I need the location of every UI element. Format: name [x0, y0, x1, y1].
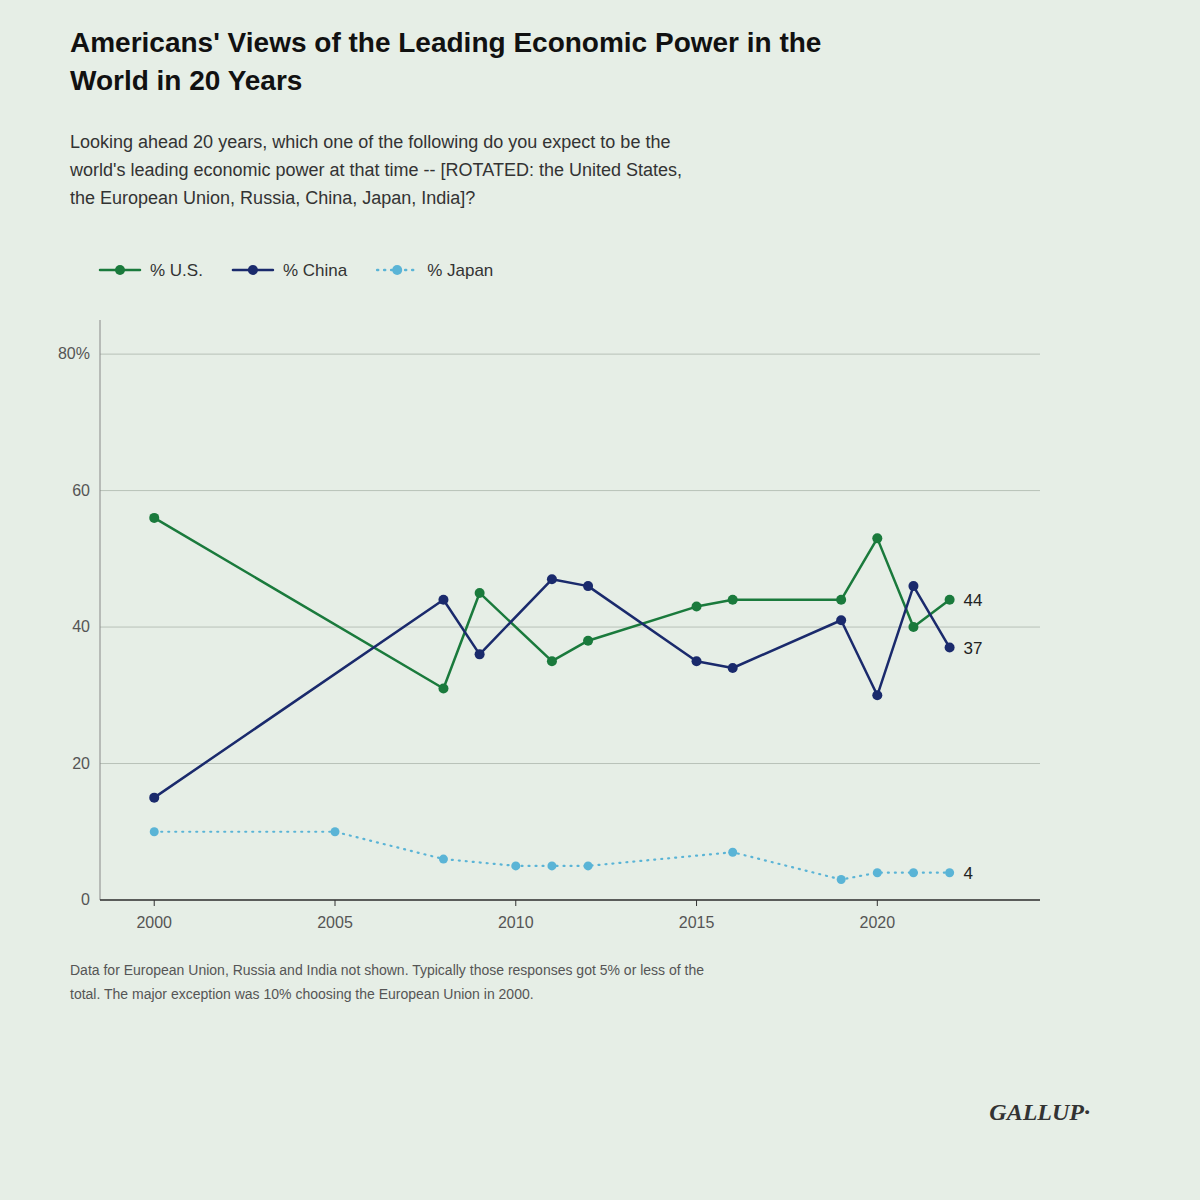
legend: % U.S. % China % Japan — [100, 261, 493, 280]
series-point — [475, 649, 485, 659]
footnote: Data for European Union, Russia and Indi… — [70, 962, 704, 978]
x-tick — [696, 900, 697, 906]
end-label: 4 — [964, 864, 973, 883]
series-point — [872, 690, 882, 700]
x-tick — [877, 900, 878, 906]
subtitle: world's leading economic power at that t… — [69, 160, 682, 180]
title: World in 20 Years — [70, 65, 302, 96]
series-point — [837, 875, 846, 884]
x-axis: 2000 2005 2010 2015 2020 — [100, 900, 1040, 931]
legend-marker — [248, 265, 258, 275]
legend-label: % Japan — [427, 261, 493, 280]
series-point — [547, 656, 557, 666]
grid — [100, 354, 1040, 900]
end-label: 44 — [964, 591, 983, 610]
series-point — [439, 855, 448, 864]
x-tick-label: 2010 — [498, 914, 534, 931]
series-point — [511, 861, 520, 870]
series-point — [836, 595, 846, 605]
series-point — [438, 683, 448, 693]
y-tick-label: 40 — [72, 618, 90, 635]
series-point — [945, 643, 955, 653]
y-tick-label: 60 — [72, 482, 90, 499]
series — [150, 827, 954, 884]
footnote: total. The major exception was 10% choos… — [70, 986, 534, 1002]
y-axis: 0 20 40 60 80% — [58, 320, 100, 908]
x-tick-label: 2005 — [317, 914, 353, 931]
x-axis-line — [100, 899, 1040, 901]
x-tick-label: 2015 — [679, 914, 715, 931]
source: GALLUP· — [989, 1099, 1090, 1125]
series-point — [475, 588, 485, 598]
series-point — [728, 595, 738, 605]
series-point — [149, 793, 159, 803]
y-tick-label: 20 — [72, 755, 90, 772]
grid-line — [100, 900, 1040, 901]
x-tick — [154, 900, 155, 906]
series — [149, 574, 954, 802]
subtitle: Looking ahead 20 years, which one of the… — [70, 132, 670, 152]
grid-line — [100, 763, 1040, 764]
x-tick — [335, 900, 336, 906]
legend-marker — [115, 265, 125, 275]
x-tick-label: 2020 — [860, 914, 896, 931]
title: Americans' Views of the Leading Economic… — [70, 27, 821, 58]
series-point — [908, 581, 918, 591]
series-point — [584, 861, 593, 870]
series-point — [547, 574, 557, 584]
series-point — [692, 656, 702, 666]
legend-label: % China — [283, 261, 348, 280]
y-tick-label: 80% — [58, 345, 90, 362]
y-tick-label: 0 — [81, 891, 90, 908]
series-point — [873, 868, 882, 877]
grid-line — [100, 490, 1040, 491]
grid-line — [100, 354, 1040, 355]
series-point — [583, 636, 593, 646]
plot-area — [149, 513, 954, 884]
x-tick-label: 2000 — [136, 914, 172, 931]
series-line — [154, 579, 949, 797]
y-axis-line — [100, 320, 101, 900]
series-point — [908, 622, 918, 632]
series-point — [728, 663, 738, 673]
background — [0, 0, 1200, 1200]
series-point — [583, 581, 593, 591]
series-point — [909, 868, 918, 877]
series-line — [154, 832, 949, 880]
end-label: 37 — [964, 639, 983, 658]
chart: Americans' Views of the Leading Economic… — [0, 0, 1200, 1200]
series — [149, 513, 954, 694]
series-point — [692, 602, 702, 612]
series-line — [154, 518, 949, 689]
legend-label: % U.S. — [150, 261, 203, 280]
series-point — [836, 615, 846, 625]
series-point — [149, 513, 159, 523]
legend-marker — [392, 265, 402, 275]
series-point — [438, 595, 448, 605]
x-tick — [515, 900, 516, 906]
series-point — [150, 827, 159, 836]
series-point — [331, 827, 340, 836]
annotations: 44 37 4 — [964, 591, 983, 883]
series-point — [945, 868, 954, 877]
subtitle: the European Union, Russia, China, Japan… — [70, 188, 475, 208]
series-point — [547, 861, 556, 870]
series-point — [872, 533, 882, 543]
series-point — [945, 595, 955, 605]
series-point — [728, 848, 737, 857]
